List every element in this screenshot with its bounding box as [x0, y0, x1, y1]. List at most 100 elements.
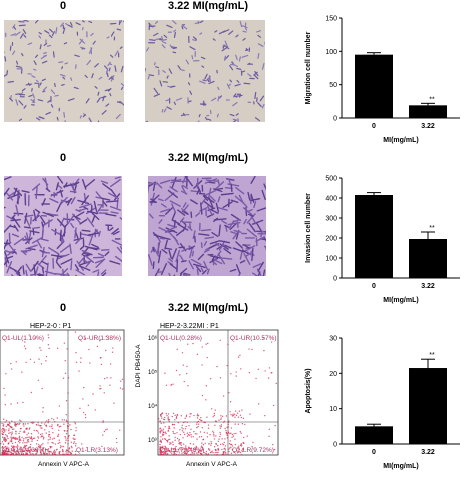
cell-mark	[201, 21, 203, 22]
cell-mark	[236, 95, 242, 96]
cell-mark	[42, 222, 43, 227]
cell-mark	[39, 33, 41, 34]
cell-mark	[50, 29, 53, 32]
cell-mark	[240, 261, 244, 263]
cell-mark	[178, 224, 188, 230]
event-dot	[190, 434, 191, 435]
cell-mark	[19, 101, 23, 105]
cell-mark	[80, 220, 87, 224]
cell-mark	[160, 81, 162, 86]
bar	[355, 55, 393, 118]
cell-mark	[163, 71, 166, 73]
event-dot	[46, 356, 47, 357]
cell-mark	[70, 191, 76, 192]
event-dot	[252, 442, 253, 443]
event-dot	[218, 441, 219, 442]
event-dot	[213, 434, 214, 435]
event-dot	[71, 442, 72, 443]
event-dot	[59, 440, 60, 441]
event-dot	[234, 414, 235, 415]
event-dot	[217, 452, 218, 453]
cell-mark	[14, 34, 15, 35]
event-dot	[27, 437, 28, 438]
cell-mark	[196, 213, 200, 216]
cell-mark	[159, 199, 163, 200]
event-dot	[105, 429, 106, 430]
cell-mark	[7, 71, 8, 75]
cell-mark	[225, 56, 226, 60]
cell-mark	[189, 261, 193, 269]
cell-mark	[248, 74, 251, 76]
event-dot	[24, 430, 25, 431]
event-dot	[48, 337, 49, 338]
flow-xlabel: Annexin V APC-A	[38, 461, 90, 468]
event-dot	[228, 454, 229, 455]
cell-mark	[234, 220, 239, 222]
event-dot	[225, 452, 226, 453]
event-dot	[2, 441, 3, 442]
cell-mark	[52, 255, 62, 257]
cell-mark	[203, 80, 205, 81]
event-dot	[57, 435, 58, 436]
cell-mark	[64, 112, 65, 117]
y-tick-label: 20	[329, 371, 337, 378]
event-dot	[99, 388, 100, 389]
event-dot	[109, 384, 110, 385]
cell-mark	[82, 230, 90, 231]
event-dot	[63, 424, 64, 425]
cell-mark	[7, 256, 12, 258]
cell-mark	[99, 77, 102, 79]
event-dot	[193, 436, 194, 437]
cell-mark	[71, 78, 72, 80]
flow-xlabel: Annexin V APC-A	[186, 461, 238, 468]
event-dot	[59, 426, 60, 427]
event-dot	[225, 453, 226, 454]
cell-mark	[111, 212, 118, 213]
cell-mark	[173, 220, 180, 224]
flow-ytick-1: 10⁶	[148, 335, 158, 342]
cell-mark	[55, 95, 58, 96]
event-dot	[48, 348, 49, 349]
event-dot	[221, 449, 222, 450]
event-dot	[173, 413, 174, 414]
cell-mark	[180, 255, 183, 260]
event-dot	[274, 425, 275, 426]
migration-micrograph-treated	[145, 20, 265, 122]
cell-mark	[150, 214, 153, 218]
event-dot	[198, 421, 199, 422]
cell-mark	[26, 264, 31, 271]
event-dot	[88, 349, 89, 350]
event-dot	[68, 377, 69, 378]
event-dot	[60, 454, 61, 455]
cell-mark	[117, 29, 120, 30]
cell-mark	[4, 75, 7, 78]
event-dot	[14, 423, 15, 424]
event-dot	[161, 417, 162, 418]
event-dot	[228, 392, 229, 393]
cell-mark	[93, 270, 99, 272]
event-dot	[215, 420, 216, 421]
cell-mark	[190, 224, 191, 228]
cell-mark	[45, 31, 49, 34]
event-dot	[31, 422, 32, 423]
event-dot	[165, 431, 166, 432]
event-dot	[79, 408, 80, 409]
event-dot	[241, 454, 242, 455]
event-dot	[240, 431, 241, 432]
cell-mark	[243, 39, 245, 41]
cell-mark	[42, 252, 49, 253]
event-dot	[75, 443, 76, 444]
event-dot	[75, 427, 76, 428]
cell-mark	[258, 44, 263, 46]
cell-mark	[40, 45, 41, 49]
event-dot	[65, 442, 66, 443]
cell-mark	[193, 40, 197, 41]
cell-mark	[116, 115, 120, 119]
cell-mark	[220, 241, 229, 243]
cell-mark	[191, 212, 192, 217]
event-dot	[13, 428, 14, 429]
event-dot	[5, 434, 6, 435]
cell-mark	[232, 120, 235, 122]
event-dot	[202, 346, 203, 347]
cell-mark	[109, 68, 110, 71]
